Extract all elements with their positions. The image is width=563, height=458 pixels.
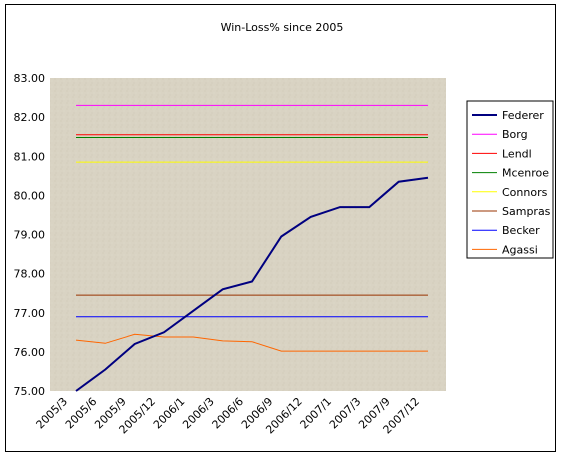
x-tick-label: 2006/3 — [180, 395, 217, 432]
y-tick-label: 76.00 — [14, 346, 46, 359]
legend: Federer Borg Lendl Mcenroe Connors Sampras Bec… — [466, 100, 554, 259]
y-axis: 83.00 82.00 81.00 80.00 79.00 78.00 77.00 76.00… — [14, 72, 46, 398]
y-tick-label: 80.00 — [14, 189, 46, 202]
y-tick-label: 78.00 — [14, 268, 46, 281]
x-tick-label: 2005/6 — [63, 395, 100, 432]
legend-label: Agassi — [502, 243, 538, 256]
legend-label: Sampras — [502, 205, 551, 218]
x-tick-label: 2007/3 — [327, 395, 364, 432]
x-tick-label: 2007/1 — [298, 395, 335, 432]
legend-label: Federer — [502, 109, 544, 122]
y-tick-label: 77.00 — [14, 307, 46, 320]
legend-label: Connors — [502, 186, 548, 199]
legend-label: Becker — [502, 224, 540, 237]
legend-label: Lendl — [502, 147, 532, 160]
chart-title: Win-Loss% since 2005 — [221, 21, 344, 34]
series-line-agassi — [75, 333, 428, 352]
y-tick-label: 83.00 — [14, 72, 46, 85]
legend-label: Borg — [502, 128, 528, 141]
y-tick-label: 75.00 — [14, 385, 46, 398]
x-tick-label: 2005/3 — [34, 395, 71, 432]
y-tick-label: 82.00 — [14, 111, 46, 124]
series-line-federer — [75, 176, 429, 392]
legend-box — [466, 100, 554, 259]
x-axis: 2005/32005/62005/92005/122006/12006/3200… — [34, 395, 423, 437]
plot-area — [50, 78, 446, 391]
x-tick-label: 2006/1 — [151, 395, 188, 432]
legend-label: Mcenroe — [502, 167, 549, 180]
series-lines — [75, 104, 429, 392]
y-tick-label: 79.00 — [14, 229, 46, 242]
y-tick-label: 81.00 — [14, 150, 46, 163]
x-tick-label: 2006/6 — [210, 395, 247, 432]
